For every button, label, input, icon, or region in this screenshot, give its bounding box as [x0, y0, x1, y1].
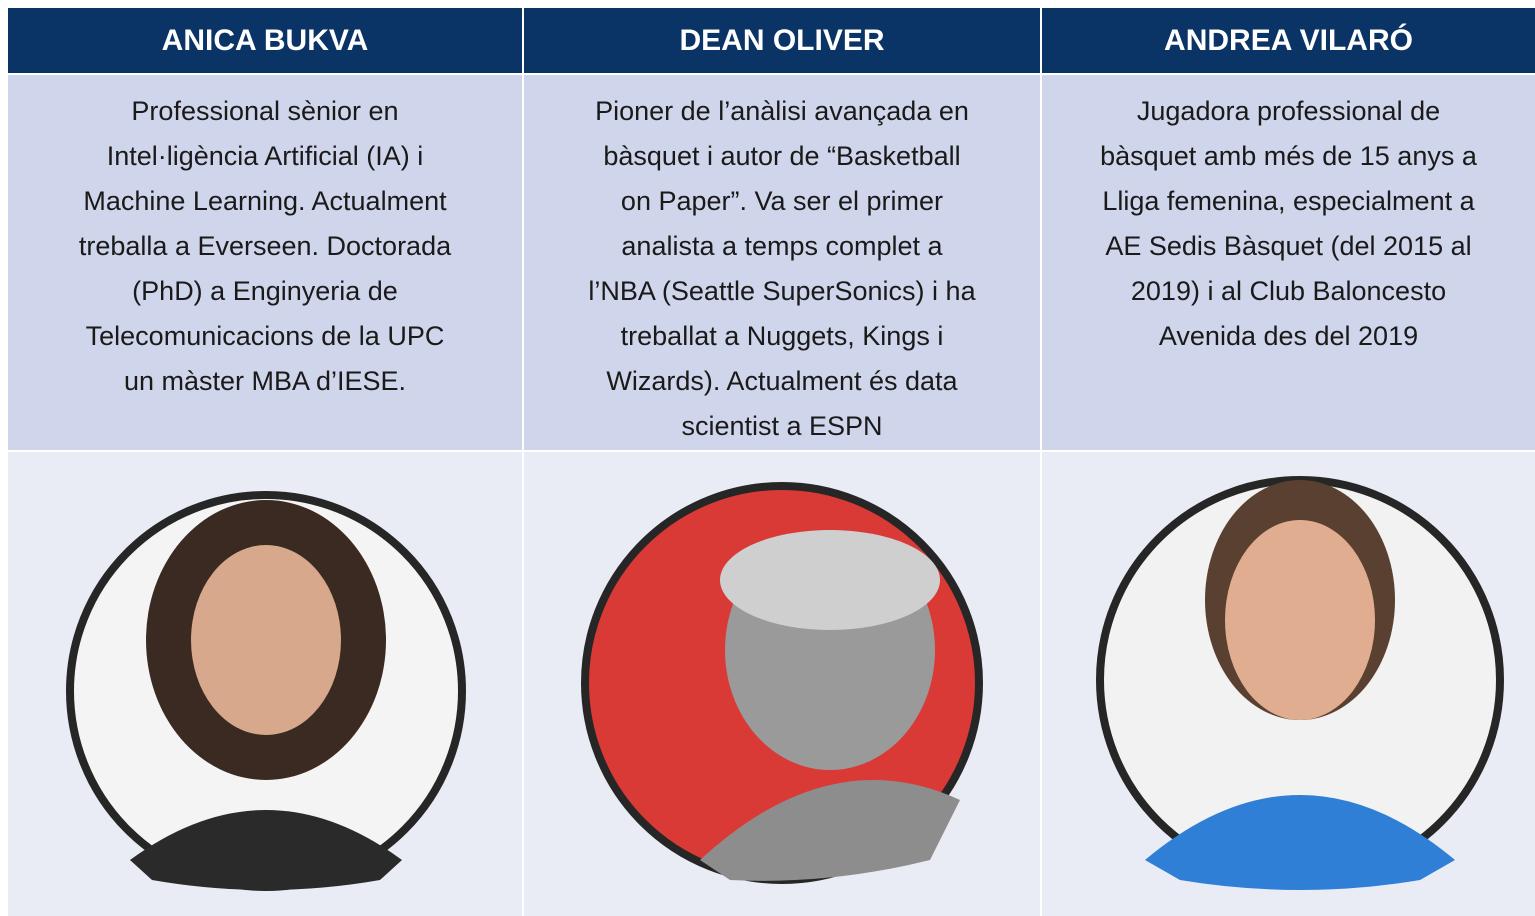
bio-line: Professional sènior en: [131, 96, 399, 126]
photo-dean: [581, 482, 983, 884]
bio-line: Machine Learning. Actualment: [83, 186, 447, 216]
bio-line: AE Sedis Bàsquet (del 2015 al: [1105, 231, 1472, 261]
bio-line: un màster MBA d’IESE.: [123, 366, 407, 396]
bio-line: bàsquet i autor de “Basketball: [603, 141, 961, 171]
bio-line: Wizards). Actualment és data: [606, 366, 958, 396]
bio-line: Avenida des del 2019: [1158, 321, 1419, 351]
column-header: ANDREA VILARÓ: [1042, 8, 1535, 73]
bio-line: analista a temps complet a: [621, 231, 943, 261]
bio-cell: Pioner de l’anàlisi avançada en bàsquet i…: [524, 75, 1040, 450]
bio-line: Intel·ligència Artificial (IA) i: [106, 141, 424, 171]
bio-line: (PhD) a Enginyeria de: [132, 276, 398, 306]
photo-andrea: [1096, 476, 1504, 890]
column-header: DEAN OLIVER: [524, 8, 1040, 73]
bio-cell: Professional sènior en Intel·ligència Art…: [8, 75, 522, 450]
bio-line: Telecomunicacions de la UPC: [85, 321, 445, 351]
bio-line: treballat a Nuggets, Kings i: [620, 321, 944, 351]
bio-line: l’NBA (Seattle SuperSonics) i ha: [588, 276, 976, 306]
bio-line: treballa a Everseen. Doctorada: [78, 231, 452, 261]
bio-line: scientist a ESPN: [681, 411, 883, 441]
bio-cell: Jugadora professional de bàsquet amb més …: [1042, 75, 1535, 450]
bio-line: bàsquet amb més de 15 anys a: [1100, 141, 1477, 171]
column-header: ANICA BUKVA: [8, 8, 522, 73]
bio-line: Jugadora professional de: [1136, 96, 1441, 126]
bio-line: on Paper”. Va ser el primer: [620, 186, 944, 216]
photo-anica: [66, 491, 466, 891]
bio-line: Lliga femenina, especialment a: [1102, 186, 1475, 216]
bio-line: Pioner de l’anàlisi avançada en: [595, 96, 969, 126]
bio-line: 2019) i al Club Baloncesto: [1130, 276, 1447, 306]
